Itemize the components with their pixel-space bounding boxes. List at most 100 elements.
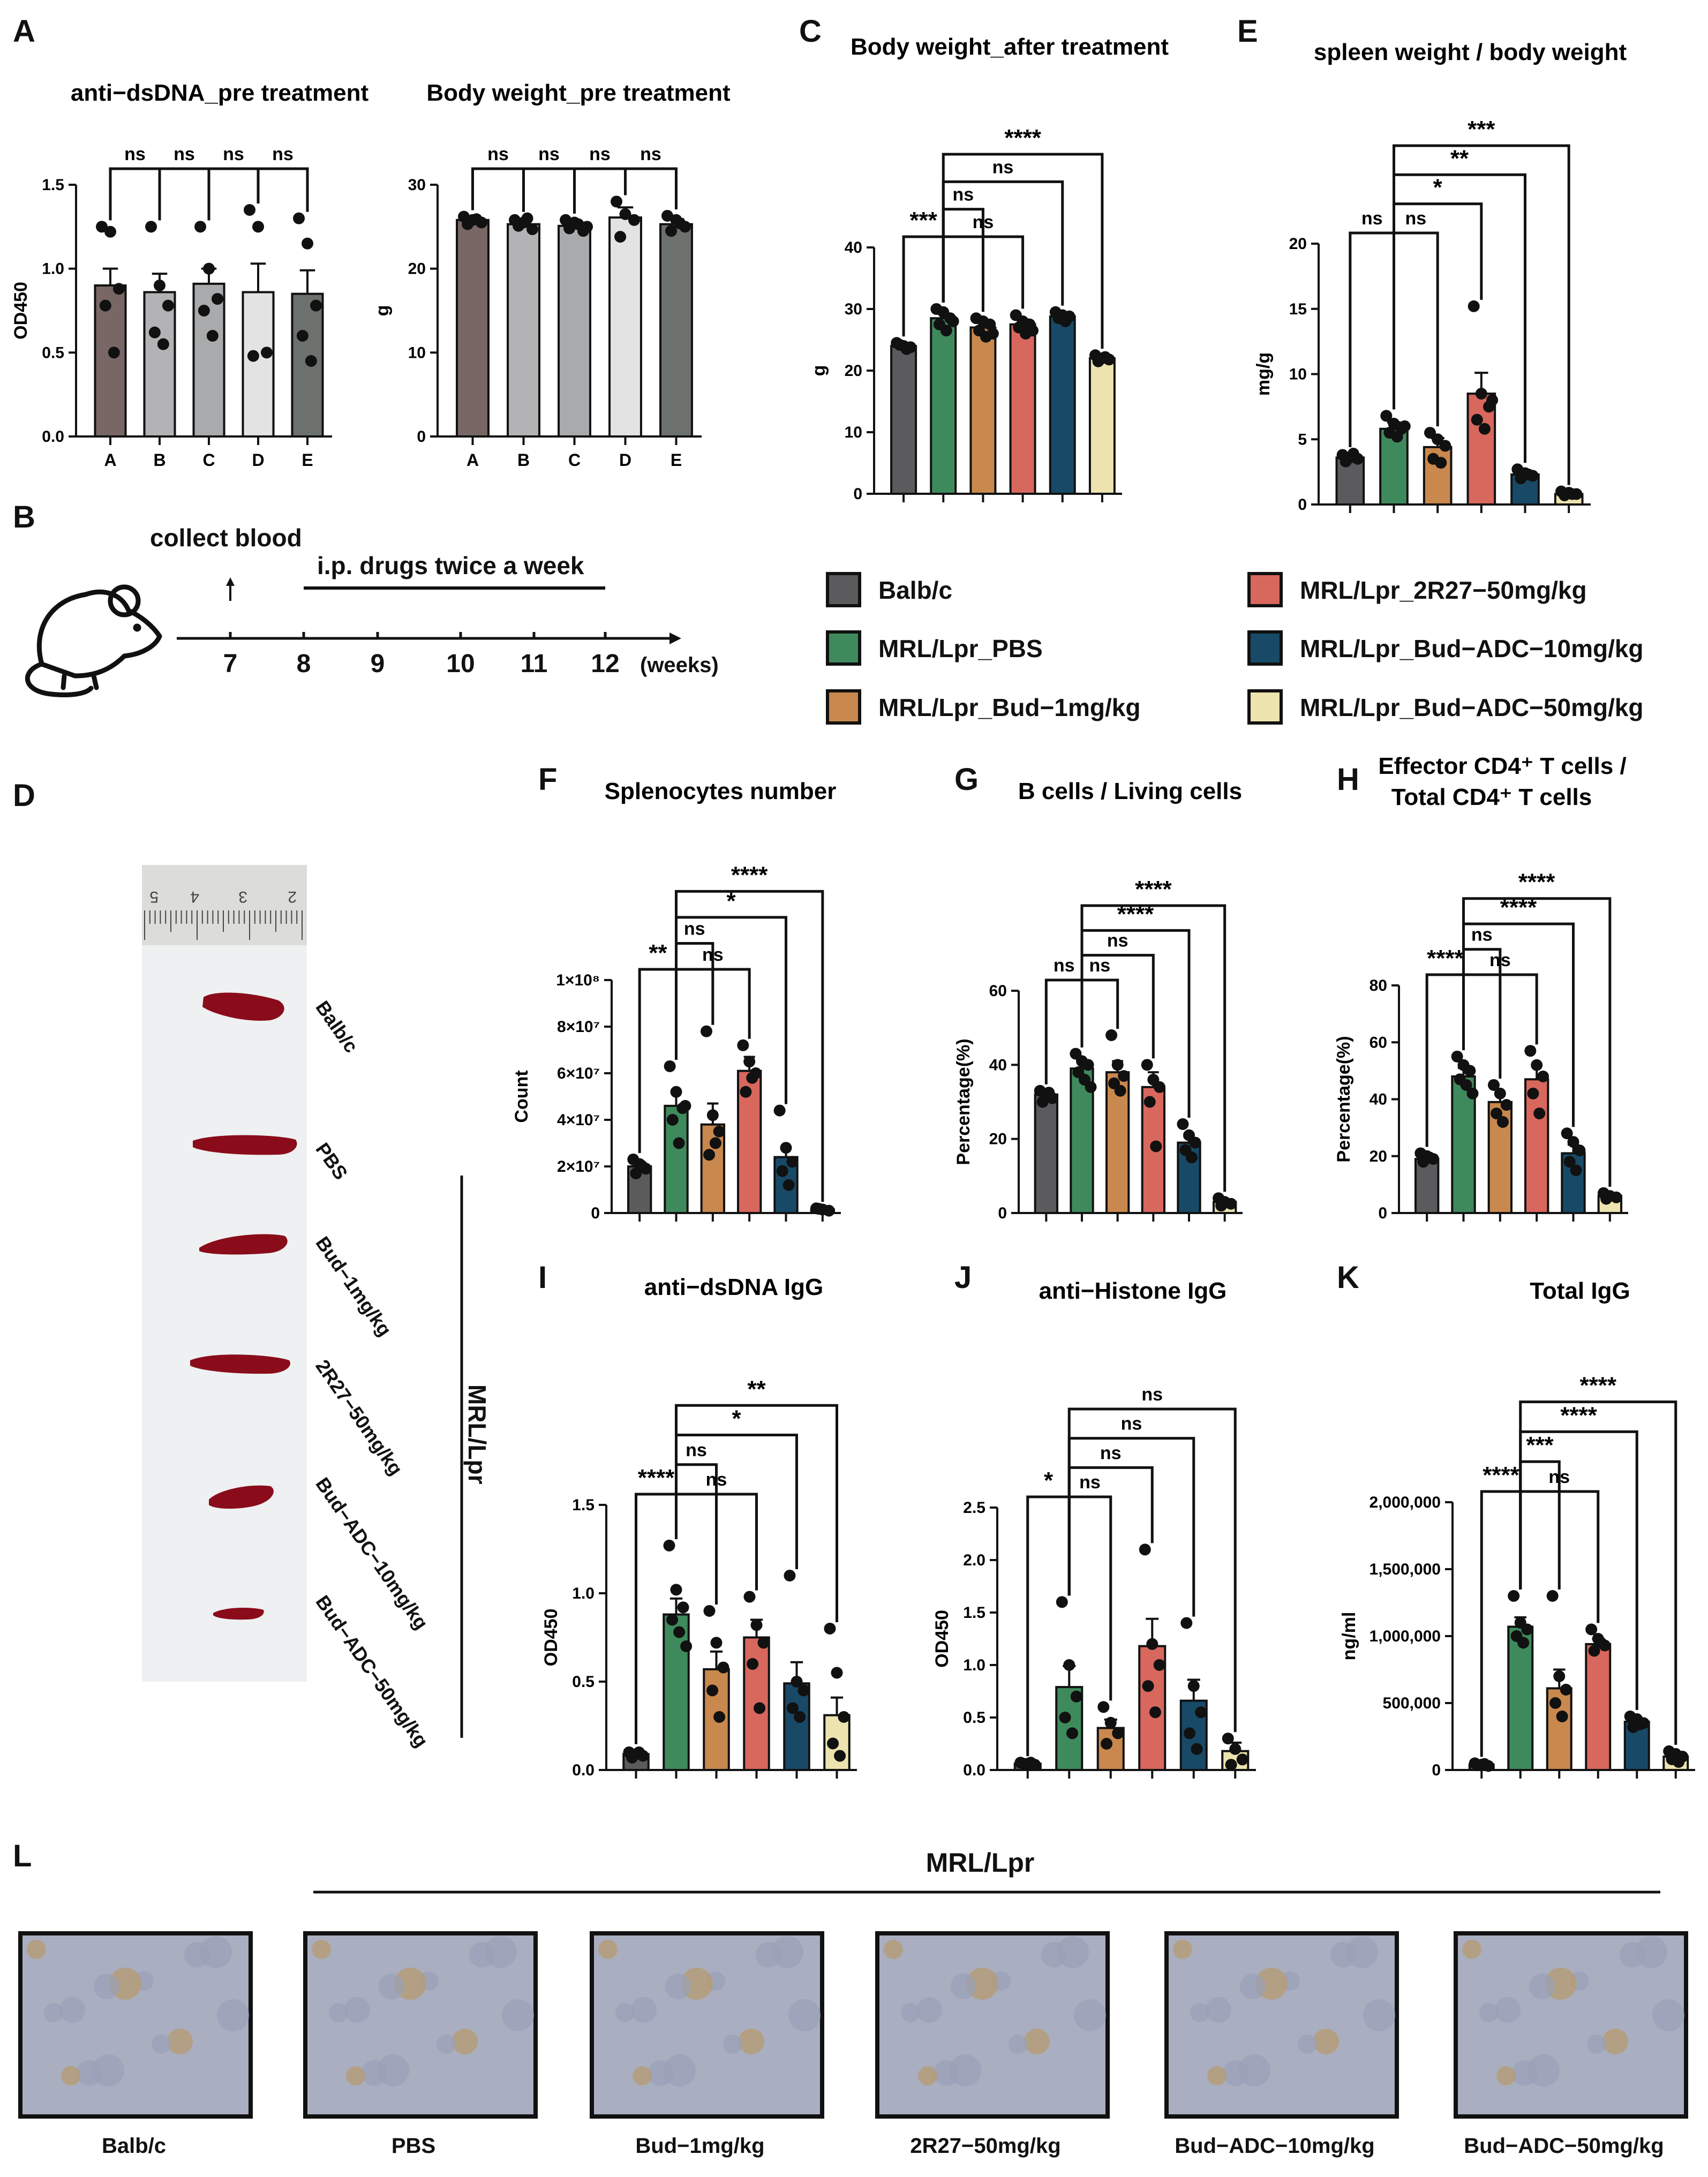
- data-point-f-3-4: [746, 1072, 758, 1084]
- spleen-adc50: [213, 1608, 264, 1620]
- sig-bracket-g-4: [1080, 904, 1227, 1192]
- data-point-i-1-0: [663, 1539, 675, 1551]
- data-point-j-5-0: [1222, 1732, 1234, 1745]
- data-point-j-4-1: [1187, 1680, 1200, 1692]
- sig-bracket-h-4: [1462, 897, 1612, 1187]
- data-point-i-5-0: [824, 1623, 836, 1634]
- collect-arrow-head: [226, 577, 235, 586]
- histology-label-balbc: Balb/c: [102, 2134, 166, 2158]
- data-point-g-4-2: [1189, 1136, 1201, 1149]
- sig-bracket-a2-3: [624, 167, 678, 209]
- sig-label-i-2: ns: [706, 1470, 727, 1490]
- data-point-g-2-1: [1111, 1059, 1124, 1071]
- bar-f-2: [700, 1123, 726, 1214]
- data-point-c-1-4: [940, 325, 952, 337]
- data-point-a-0-4: [108, 346, 120, 359]
- spleen-bud1: [199, 1234, 288, 1255]
- chart-k: Total IgG 0 500,000 1,000,000 1,500,000 2,000…: [1339, 1278, 1695, 1779]
- sig-bracket-a2-1: [522, 167, 576, 214]
- sig-label-c-2: ns: [973, 212, 994, 232]
- histology-texture-5-12: [1496, 2066, 1516, 2085]
- histology-texture-0-13: [94, 1973, 119, 1999]
- legend-swatch-bud1: [826, 689, 861, 725]
- data-point-i-5-2: [838, 1711, 850, 1723]
- y-tick-label-j-1: 0.5: [963, 1709, 985, 1727]
- histology-texture-0-10: [184, 1942, 210, 1968]
- timeline-label-9: 9: [371, 650, 385, 678]
- data-point-h-3-2: [1537, 1071, 1549, 1082]
- panel-letter-e: E: [1237, 14, 1258, 49]
- data-point-f-5-3: [813, 1203, 825, 1215]
- sig-bracket-c-4: [942, 153, 1104, 349]
- sig-bracket-a-3: [257, 167, 309, 212]
- photo-label-pbs: PBS: [311, 1139, 352, 1184]
- bar-c-0: [890, 345, 917, 495]
- data-point-i-3-3: [747, 1658, 759, 1670]
- y-tick-label-a-2: 1.0: [42, 260, 64, 278]
- data-point-h-2-0: [1487, 1079, 1500, 1091]
- sig-label-h-4: ****: [1518, 869, 1555, 895]
- data-point-j-1-2: [1070, 1690, 1082, 1703]
- y-tick-label-f-4: 8×10⁷: [557, 1018, 600, 1036]
- y-tick-label-e-1: 5: [1298, 431, 1307, 448]
- ruler-mark-3: 3: [238, 888, 247, 906]
- y-label-c: g: [809, 365, 829, 376]
- histology-texture-4-13: [1240, 1973, 1266, 1999]
- bar-c-5: [1088, 357, 1116, 495]
- data-point-i-2-0: [703, 1605, 716, 1617]
- data-point-f-3-1: [743, 1056, 756, 1068]
- histology-texture-1-11: [502, 1999, 534, 2031]
- data-point-k-4-4: [1634, 1719, 1646, 1730]
- data-point-c-1-5: [947, 315, 959, 327]
- histology-texture-5-1: [1495, 1997, 1521, 2023]
- data-point-k-5-4: [1673, 1756, 1685, 1768]
- timeline-label-11: 11: [521, 650, 548, 678]
- y-tick-label-j-3: 1.5: [963, 1604, 985, 1622]
- histology-texture-1-12: [346, 2066, 365, 2085]
- data-point-a-0-0: [96, 221, 108, 233]
- x-tick-label-a2-1: B: [517, 450, 530, 470]
- y-tick-label-g-1: 20: [989, 1131, 1007, 1148]
- y-tick-label-k-3: 1,500,000: [1370, 1561, 1441, 1578]
- histology-texture-0-12: [61, 2066, 80, 2085]
- data-point-c-0-4: [900, 343, 913, 355]
- data-point-a2-2-3: [563, 222, 576, 235]
- panel-letter-a: A: [13, 14, 35, 49]
- data-point-h-1-4: [1460, 1079, 1472, 1091]
- y-tick-label-c-2: 20: [845, 362, 862, 380]
- data-point-h-2-4: [1496, 1116, 1509, 1128]
- mrl-bracket-label: MRL/Lpr: [463, 1384, 491, 1485]
- y-tick-label-k-0: 0: [1432, 1761, 1441, 1779]
- sig-label-i-1: ns: [686, 1440, 707, 1460]
- sig-label-j-0: *: [1044, 1467, 1054, 1494]
- sig-label-g-2: ns: [1107, 931, 1128, 951]
- legend-label-bud1: MRL/Lpr_Bud−1mg/kg: [878, 694, 1140, 721]
- data-point-f-4-2: [786, 1156, 799, 1168]
- y-tick-label-h-4: 80: [1370, 977, 1387, 995]
- data-point-j-1-0: [1056, 1596, 1068, 1608]
- data-point-e-1-0: [1380, 410, 1393, 422]
- data-point-i-1-1: [670, 1584, 682, 1596]
- y-label-j: OD450: [932, 1610, 952, 1668]
- sig-bracket-j-3: [1067, 1437, 1195, 1617]
- histology-tile-2: [590, 1931, 824, 2119]
- data-point-i-3-2: [757, 1637, 770, 1649]
- data-point-j-4-2: [1195, 1706, 1207, 1719]
- data-point-a-4-3: [296, 330, 309, 342]
- histology-texture-3-1: [916, 1997, 942, 2023]
- data-point-g-3-3: [1143, 1096, 1156, 1108]
- bar-c-1: [930, 317, 957, 495]
- data-point-c-3-5: [1026, 325, 1039, 337]
- ruler-mark-2: 2: [288, 888, 297, 906]
- data-point-i-5-3: [827, 1737, 839, 1750]
- histology-texture-5-6: [1479, 2003, 1499, 2022]
- y-tick-label-a2-2: 20: [408, 260, 426, 278]
- ruler: [142, 865, 307, 945]
- data-point-h-2-2: [1500, 1099, 1513, 1111]
- legend-swatch-balbc: [826, 572, 861, 607]
- x-tick-label-a2-0: A: [466, 450, 479, 470]
- sig-label-k-0: ****: [1483, 1462, 1519, 1488]
- data-point-g-2-0: [1105, 1029, 1118, 1041]
- histology-texture-4-10: [1330, 1942, 1356, 1968]
- data-point-g-3-4: [1150, 1140, 1162, 1152]
